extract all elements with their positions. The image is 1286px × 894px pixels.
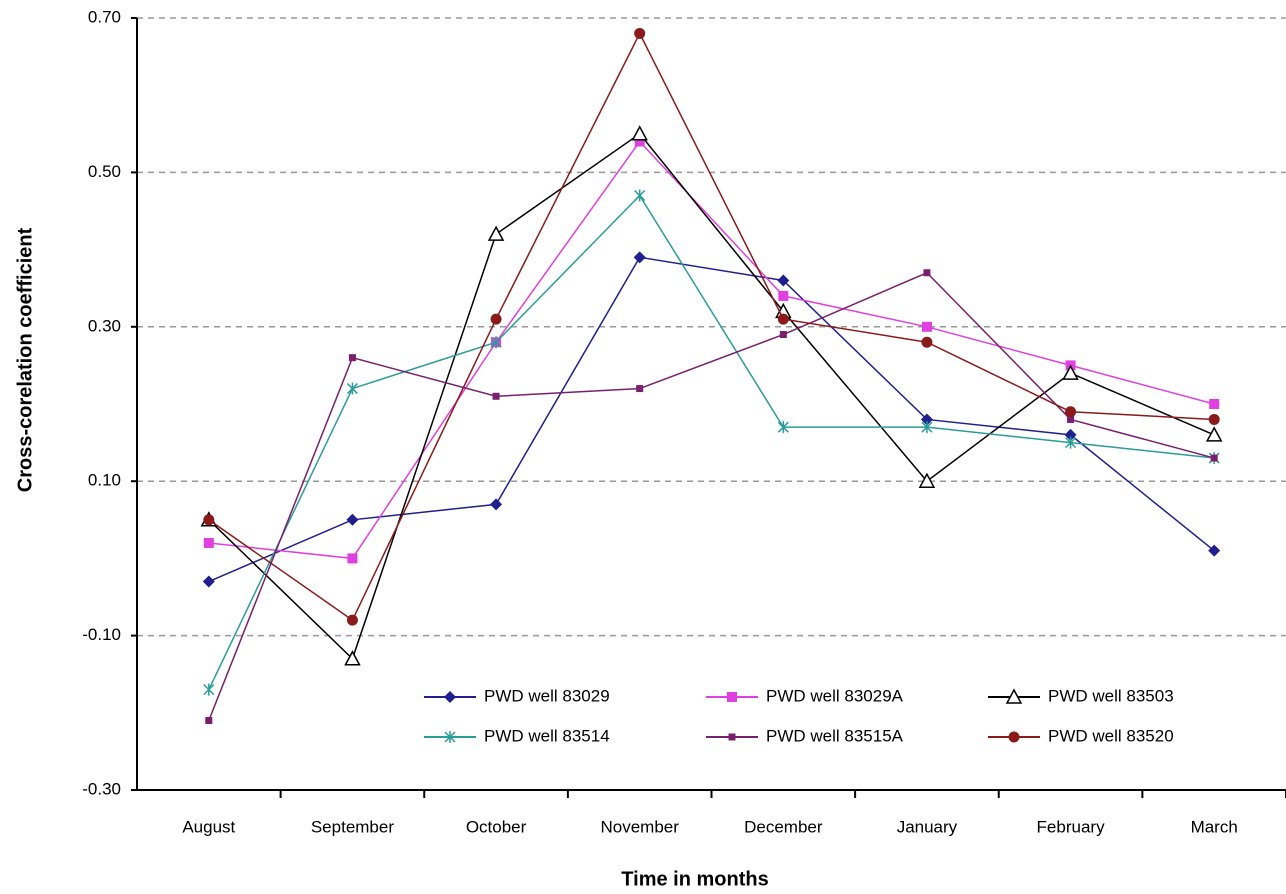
marker <box>203 537 214 548</box>
marker <box>728 733 736 741</box>
marker <box>203 514 215 526</box>
marker <box>918 472 936 488</box>
legend-label: PWD well 83515A <box>766 726 904 745</box>
y-axis-title: Cross-corelation coefficient <box>14 227 36 492</box>
marker <box>1067 415 1075 423</box>
marker <box>633 251 646 264</box>
x-tick-label: November <box>600 817 679 836</box>
marker <box>1208 413 1220 425</box>
marker <box>636 385 644 393</box>
marker <box>777 313 789 325</box>
marker <box>1208 544 1221 557</box>
series-line <box>208 256 1215 583</box>
marker <box>344 650 361 666</box>
y-tick-label: -0.30 <box>82 779 121 798</box>
y-tick-label: 0.10 <box>88 471 121 490</box>
y-tick-label: -0.10 <box>82 625 121 644</box>
marker <box>634 136 645 147</box>
x-tick-label: March <box>1191 817 1238 836</box>
marker <box>779 331 787 339</box>
marker <box>348 354 356 362</box>
marker <box>1210 454 1218 462</box>
legend-label: PWD well 83029A <box>766 686 904 705</box>
marker <box>777 421 789 434</box>
marker <box>346 614 358 626</box>
marker <box>634 189 646 202</box>
y-tick-label: 0.30 <box>88 316 121 335</box>
marker <box>1209 399 1220 409</box>
x-axis-title: Time in months <box>621 868 768 890</box>
marker <box>205 717 213 725</box>
y-tick-label: 0.50 <box>88 162 121 181</box>
y-tick-label: 0.70 <box>88 7 121 26</box>
marker <box>921 421 933 434</box>
marker <box>923 269 931 277</box>
x-tick-label: August <box>182 817 235 836</box>
series-line <box>208 132 1215 661</box>
marker <box>921 336 933 348</box>
legend-label: PWD well 83520 <box>1048 726 1174 745</box>
marker <box>631 125 648 141</box>
marker <box>727 692 737 702</box>
marker <box>1065 436 1077 449</box>
marker <box>1065 406 1077 418</box>
marker <box>347 553 358 564</box>
marker <box>634 27 646 39</box>
marker <box>777 274 790 287</box>
series-line <box>208 31 1215 622</box>
legend-label: PWD well 83029 <box>484 686 610 705</box>
marker <box>490 313 502 325</box>
marker <box>1005 688 1023 704</box>
marker <box>202 575 215 588</box>
marker <box>487 225 505 241</box>
marker <box>1062 364 1079 380</box>
legend: PWD well 83029 PWD well 83029A PWD well 83… <box>424 686 1174 745</box>
x-tick-label: February <box>1037 817 1106 836</box>
marker <box>921 321 932 332</box>
marker <box>492 392 500 400</box>
legend-label: PWD well 83503 <box>1048 686 1174 705</box>
marker <box>490 498 503 511</box>
x-tick-label: October <box>466 817 527 836</box>
marker <box>490 336 502 349</box>
legend-label: PWD well 83514 <box>484 726 610 745</box>
marker <box>444 731 456 743</box>
x-tick-label: September <box>311 817 394 836</box>
marker <box>203 683 215 696</box>
marker <box>778 290 789 301</box>
series-line <box>208 140 1215 560</box>
x-tick-label: December <box>744 817 823 836</box>
series-line <box>208 271 1215 721</box>
marker <box>920 413 933 426</box>
marker <box>1008 731 1020 743</box>
series-line <box>208 194 1215 690</box>
marker <box>346 513 359 526</box>
x-tick-label: January <box>897 817 958 836</box>
marker <box>1205 426 1223 442</box>
marker <box>1064 428 1077 441</box>
marker <box>346 382 358 395</box>
marker <box>444 691 456 703</box>
